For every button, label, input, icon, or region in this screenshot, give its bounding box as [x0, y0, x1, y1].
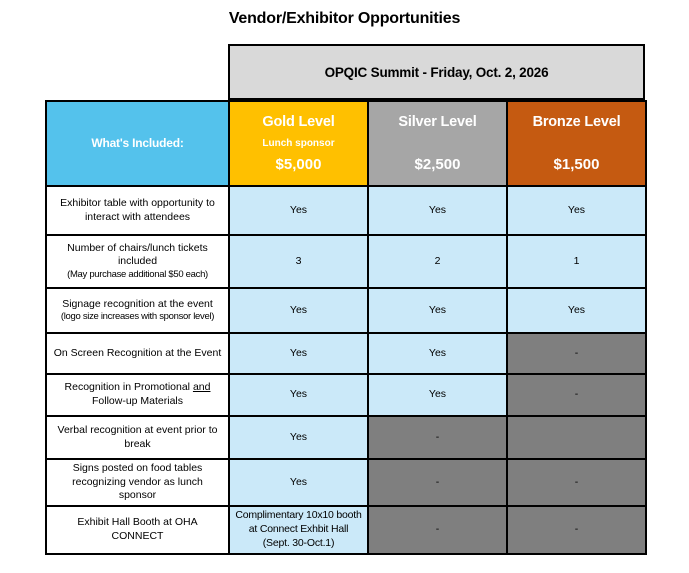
bronze-level-price: $1,500 [553, 155, 600, 173]
feature-label: Verbal recognition at event prior to bre… [45, 415, 230, 460]
gold-value: Yes [228, 287, 369, 334]
gold-value: Yes [228, 415, 369, 460]
feature-label: Signs posted on food tables recognizing … [45, 458, 230, 507]
silver-value: Yes [367, 185, 508, 236]
table-row-onscreen: On Screen Recognition at the Event Yes Y… [45, 332, 647, 375]
bronze-value: Yes [506, 185, 647, 236]
feature-text: Number of chairs/lunch tickets included [67, 241, 208, 268]
gold-value: Yes [228, 373, 369, 417]
feature-text: Signage recognition at the event [62, 297, 213, 310]
summit-banner: OPQIC Summit - Friday, Oct. 2, 2026 [228, 44, 645, 100]
bronze-level-name: Bronze Level [532, 114, 621, 130]
silver-level-header: Silver Level $2,500 [367, 100, 508, 187]
table-row-exhibitor-table: Exhibitor table with opportunity to inte… [45, 185, 647, 236]
silver-value: - [367, 415, 508, 460]
feature-text: Exhibitor table with opportunity to inte… [60, 196, 215, 223]
gold-level-header: Gold Level Lunch sponsor $5,000 [228, 100, 369, 187]
feature-text-suffix: Follow-up Materials [91, 395, 184, 407]
table-row-food-table-signs: Signs posted on food tables recognizing … [45, 458, 647, 507]
bronze-value: - [506, 458, 647, 507]
silver-value: - [367, 458, 508, 507]
feature-label: Signage recognition at the event (logo s… [45, 287, 230, 334]
silver-value: Yes [367, 287, 508, 334]
bronze-value: Yes [506, 287, 647, 334]
silver-level-price: $2,500 [414, 155, 461, 173]
bronze-level-header: Bronze Level $1,500 [506, 100, 647, 187]
silver-value: 2 [367, 234, 508, 289]
gold-value: Yes [228, 458, 369, 507]
table-row-promotional: Recognition in Promotional and Follow-up… [45, 373, 647, 417]
table-row-chairs-tickets: Number of chairs/lunch tickets included … [45, 234, 647, 289]
whats-included-label: What's Included: [91, 135, 184, 150]
feature-label: Recognition in Promotional and Follow-up… [45, 373, 230, 417]
table-row-exhibit-hall-booth: Exhibit Hall Booth at OHA CONNECT Compli… [45, 504, 647, 555]
silver-level-name: Silver Level [398, 114, 477, 130]
gold-value: Yes [228, 332, 369, 375]
gold-level-subtitle: Lunch sponsor [262, 137, 335, 149]
gold-value: Yes [228, 185, 369, 236]
bronze-value [506, 415, 647, 460]
feature-label: Exhibit Hall Booth at OHA CONNECT [45, 504, 230, 555]
feature-text: Signs posted on food tables recognizing … [72, 462, 203, 502]
feature-text-prefix: Recognition in Promotional [64, 381, 193, 394]
gold-value: Complimentary 10x10 booth at Connect Exh… [228, 504, 369, 555]
feature-text: Exhibit Hall Booth at OHA CONNECT [77, 516, 198, 542]
silver-value: Yes [367, 332, 508, 375]
bronze-value: - [506, 332, 647, 375]
feature-subtext: (May purchase additional $50 each) [67, 268, 208, 280]
table-row-signage: Signage recognition at the event (logo s… [45, 287, 647, 334]
gold-level-name: Gold Level [262, 114, 335, 130]
whats-included-header: What's Included: [45, 100, 230, 187]
feature-text-underlined: and [192, 381, 211, 394]
gold-level-price: $5,000 [275, 155, 322, 173]
gold-value: 3 [228, 234, 369, 289]
sponsorship-table: What's Included: Gold Level Lunch sponso… [45, 100, 647, 555]
table-header-row: What's Included: Gold Level Lunch sponso… [45, 100, 647, 187]
feature-text: On Screen Recognition at the Event [53, 346, 222, 359]
silver-value: - [367, 504, 508, 555]
feature-label: On Screen Recognition at the Event [45, 332, 230, 375]
page-title: Vendor/Exhibitor Opportunities [228, 10, 461, 27]
summit-banner-text: OPQIC Summit - Friday, Oct. 2, 2026 [324, 64, 549, 80]
feature-label: Exhibitor table with opportunity to inte… [45, 185, 230, 236]
feature-text: Verbal recognition at event prior to bre… [57, 423, 218, 450]
bronze-value: - [506, 373, 647, 417]
table-row-verbal-recognition: Verbal recognition at event prior to bre… [45, 415, 647, 460]
bronze-value: - [506, 504, 647, 555]
bronze-value: 1 [506, 234, 647, 289]
feature-subtext: (logo size increases with sponsor level) [60, 311, 215, 323]
feature-label: Number of chairs/lunch tickets included … [45, 234, 230, 289]
silver-value: Yes [367, 373, 508, 417]
